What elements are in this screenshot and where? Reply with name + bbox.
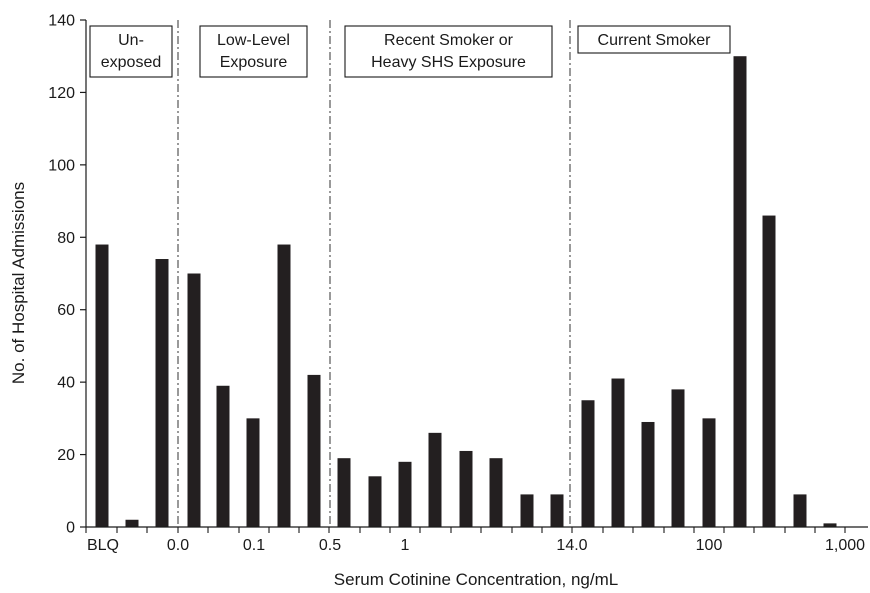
region-label-box: Current Smoker [577, 25, 731, 54]
bar [216, 385, 230, 527]
region-label-text: exposed [101, 54, 162, 71]
bar [581, 400, 595, 527]
bar [187, 273, 201, 527]
x-axis-label: Serum Cotinine Concentration, ng/mL [334, 570, 618, 589]
y-tick-label: 0 [66, 520, 75, 537]
region-box-frame [199, 25, 308, 78]
y-tick-label: 140 [48, 13, 75, 30]
region-box-frame [89, 25, 173, 78]
y-tick-label: 120 [48, 85, 75, 102]
bars [95, 56, 837, 528]
bar [641, 421, 655, 527]
bar [550, 494, 564, 527]
bar [823, 523, 837, 527]
region-box-frame [344, 25, 553, 78]
x-tick-label: 100 [696, 537, 723, 554]
bar [368, 476, 382, 527]
y-axis-label: No. of Hospital Admissions [9, 182, 28, 384]
x-tick-label: 0.1 [243, 537, 265, 554]
y-tick-label: 80 [57, 230, 75, 247]
y-tick-label: 100 [48, 157, 75, 174]
bar [611, 378, 625, 527]
region-label-text: Heavy SHS Exposure [371, 54, 526, 71]
bar [671, 389, 685, 527]
bar [702, 418, 716, 527]
region-box-frame [577, 25, 731, 54]
bar [733, 56, 747, 527]
bar [428, 432, 442, 527]
bar [398, 461, 412, 527]
bar [489, 458, 503, 527]
bar [307, 374, 321, 527]
x-tick-label: BLQ [87, 537, 119, 554]
bar [793, 494, 807, 527]
y-tick-label: 60 [57, 302, 75, 319]
y-tick-label: 40 [57, 375, 75, 392]
x-tick-label: 0.0 [167, 537, 189, 554]
bar [459, 450, 473, 527]
x-axis: BLQ 0.0 0.1 0.5 1 14.0 100 1,000 [85, 526, 868, 554]
region-dividers [177, 20, 571, 527]
y-axis: 0 20 40 60 80 100 120 140 [48, 13, 87, 537]
bar [95, 244, 109, 527]
region-label-text: Exposure [220, 54, 288, 71]
bar [762, 215, 776, 528]
region-label-text: Un- [118, 32, 144, 49]
region-labels: Un-exposed Low-Level Exposure Recent Smoker… [89, 25, 731, 78]
region-label-text: Recent Smoker or [384, 32, 514, 49]
bar [277, 244, 291, 527]
bar [520, 494, 534, 527]
x-tick-label: 14.0 [556, 537, 587, 554]
y-tick-label: 20 [57, 447, 75, 464]
region-label-box: Un-exposed [89, 25, 173, 78]
region-label-box: Low-Level Exposure [199, 25, 308, 78]
x-tick-label: 1,000 [825, 537, 865, 554]
bar [246, 418, 260, 527]
region-label-text: Low-Level [217, 32, 290, 49]
x-tick-label: 1 [401, 537, 410, 554]
bar [337, 458, 351, 527]
bar [125, 519, 139, 527]
x-tick-label: 0.5 [319, 537, 341, 554]
bar [155, 259, 169, 527]
region-label-box: Recent Smoker or Heavy SHS Exposure [344, 25, 553, 78]
region-label-text: Current Smoker [598, 32, 712, 49]
